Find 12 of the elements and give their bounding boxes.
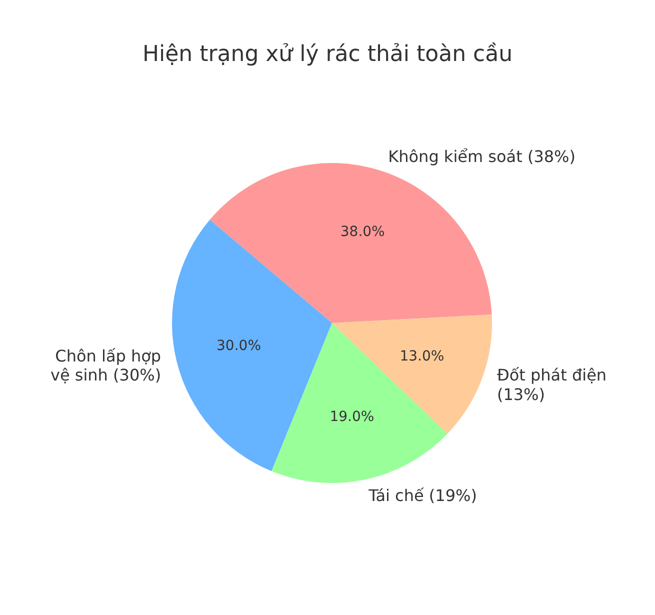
chart-title: Hiện trạng xử lý rác thải toàn cầu [141,42,514,67]
data-label: 30.0% [216,338,262,354]
data-label: 19.0% [330,408,374,425]
slice-label: Chôn lấp hợp vệ sinh (30%) [50,346,162,384]
slice-label: Tái chế (19%) [368,486,477,505]
pie-slice [272,323,448,483]
pie-slice [172,220,332,472]
slice-label: Đốt phát điện (13%) [496,365,607,404]
slice-label: Không kiểm soát (38%) [388,146,576,166]
data-label: 13.0% [400,348,444,364]
pie-slice [332,314,492,434]
data-label: 38.0% [340,224,385,240]
